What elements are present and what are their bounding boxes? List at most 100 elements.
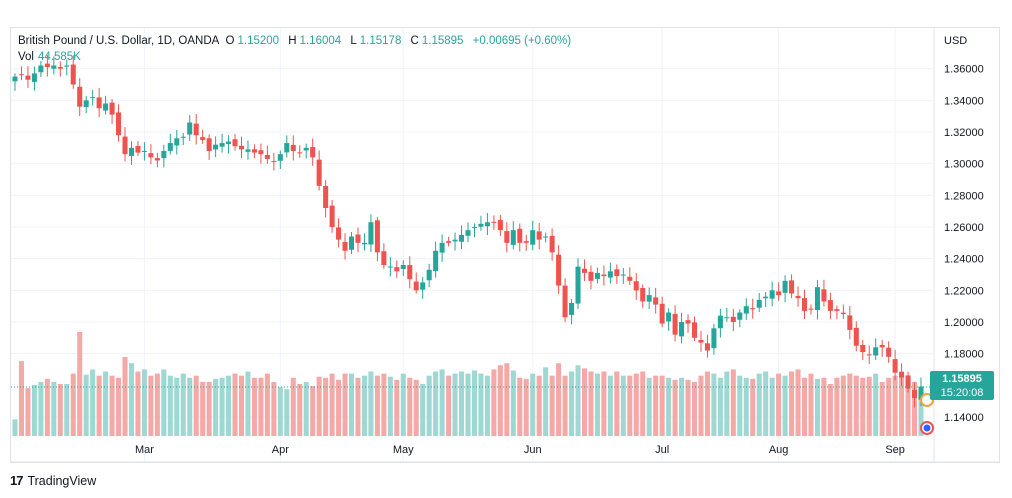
candle-body xyxy=(627,276,633,281)
candle-body xyxy=(724,317,730,319)
tradingview-logo-icon: 17 xyxy=(10,473,24,488)
volume-bar xyxy=(497,365,503,436)
candle-body xyxy=(271,161,277,163)
time-tick-label: Jun xyxy=(524,444,542,456)
volume-bar xyxy=(627,375,633,436)
event-markers xyxy=(920,393,934,435)
candle-body xyxy=(581,268,588,273)
candle-body xyxy=(245,149,251,152)
candle-body xyxy=(226,141,232,145)
volume-bar xyxy=(607,375,613,436)
candle-body xyxy=(290,144,296,151)
close-value: 1.15895 xyxy=(421,35,464,47)
candle-body xyxy=(264,154,270,159)
candle-body xyxy=(154,158,160,161)
candle-body xyxy=(167,143,173,151)
volume-bars xyxy=(12,332,924,436)
volume-bar xyxy=(180,373,186,436)
volume-bar xyxy=(90,369,96,436)
candle-body xyxy=(594,272,600,279)
low-label: L xyxy=(350,35,357,47)
candle-body xyxy=(206,138,212,151)
volume-bar xyxy=(141,369,147,436)
candle-body xyxy=(886,347,892,357)
volume-bar xyxy=(297,384,303,436)
open-label: O xyxy=(225,35,235,47)
last-price-value: 1.15895 xyxy=(942,373,982,385)
candle-body xyxy=(691,322,698,338)
candle-body xyxy=(452,239,458,242)
volume-bar xyxy=(834,377,840,436)
volume-bar xyxy=(264,373,270,436)
volume-bar xyxy=(413,379,419,436)
volume-bar xyxy=(433,371,439,436)
open-value: 1.15200 xyxy=(237,35,280,47)
candle-body xyxy=(653,297,659,305)
candle-body xyxy=(607,271,613,278)
volume-legend[interactable]: Vol 44.585K xyxy=(18,51,81,63)
candle-body xyxy=(562,285,568,318)
volume-bar xyxy=(64,384,70,436)
volume-bar xyxy=(135,371,141,436)
volume-bar xyxy=(821,377,827,436)
candle-body xyxy=(128,147,135,156)
volume-bar xyxy=(562,375,568,436)
volume-bar xyxy=(478,373,484,436)
volume-bar xyxy=(284,389,290,436)
price-tick-label: 1.14000 xyxy=(944,412,984,424)
candle-body xyxy=(109,102,115,115)
candle-body xyxy=(601,274,607,277)
candle-body xyxy=(905,375,911,389)
currency-label[interactable]: USD xyxy=(944,35,968,47)
volume-bar xyxy=(70,373,76,436)
volume-bar xyxy=(439,369,445,436)
footer-brand[interactable]: 17 TradingView xyxy=(10,473,96,488)
candle-body xyxy=(44,63,50,68)
volume-bar xyxy=(122,356,128,436)
candle-body xyxy=(368,222,374,245)
volume-bar xyxy=(148,375,154,436)
candle-body xyxy=(413,281,419,291)
high-label: H xyxy=(288,35,297,47)
volume-bar xyxy=(57,384,63,436)
candle-body xyxy=(827,300,833,311)
candle-body xyxy=(57,66,63,69)
candle-body xyxy=(556,254,562,286)
volume-bar xyxy=(459,371,465,436)
high-value: 1.16004 xyxy=(299,35,342,47)
volume-bar xyxy=(801,377,808,436)
candle-body xyxy=(918,386,924,400)
volume-bar xyxy=(38,381,44,436)
volume-bar xyxy=(200,381,206,436)
volume-bar xyxy=(407,377,413,436)
low-value: 1.15178 xyxy=(359,35,402,47)
candle-body xyxy=(646,295,652,302)
candle-body xyxy=(193,123,199,136)
volume-bar xyxy=(575,365,581,436)
price-tick-label: 1.32000 xyxy=(944,127,984,139)
candle-body xyxy=(679,322,685,337)
volume-bar xyxy=(83,374,89,436)
volume-bar xyxy=(342,373,348,436)
volume-bar xyxy=(698,375,704,436)
candle-body xyxy=(782,280,788,293)
candle-body xyxy=(348,236,355,250)
volume-bar xyxy=(860,377,866,436)
candle-body xyxy=(336,227,342,240)
volume-bar xyxy=(420,384,426,436)
volume-bar xyxy=(523,378,529,436)
candle-body xyxy=(497,219,503,231)
volume-bar xyxy=(899,373,905,436)
volume-bar xyxy=(187,377,193,436)
candle-body xyxy=(433,250,439,271)
candle-body xyxy=(200,137,206,140)
volume-bar xyxy=(905,377,911,436)
candle-body xyxy=(510,230,516,245)
volume-bar xyxy=(484,375,490,436)
symbol-legend[interactable]: British Pound / U.S. Dollar, 1D, OANDA O… xyxy=(18,35,574,47)
volume-bar xyxy=(717,377,723,436)
candle-body xyxy=(776,291,782,296)
candle-body xyxy=(31,73,37,82)
volume-bar xyxy=(782,375,788,436)
